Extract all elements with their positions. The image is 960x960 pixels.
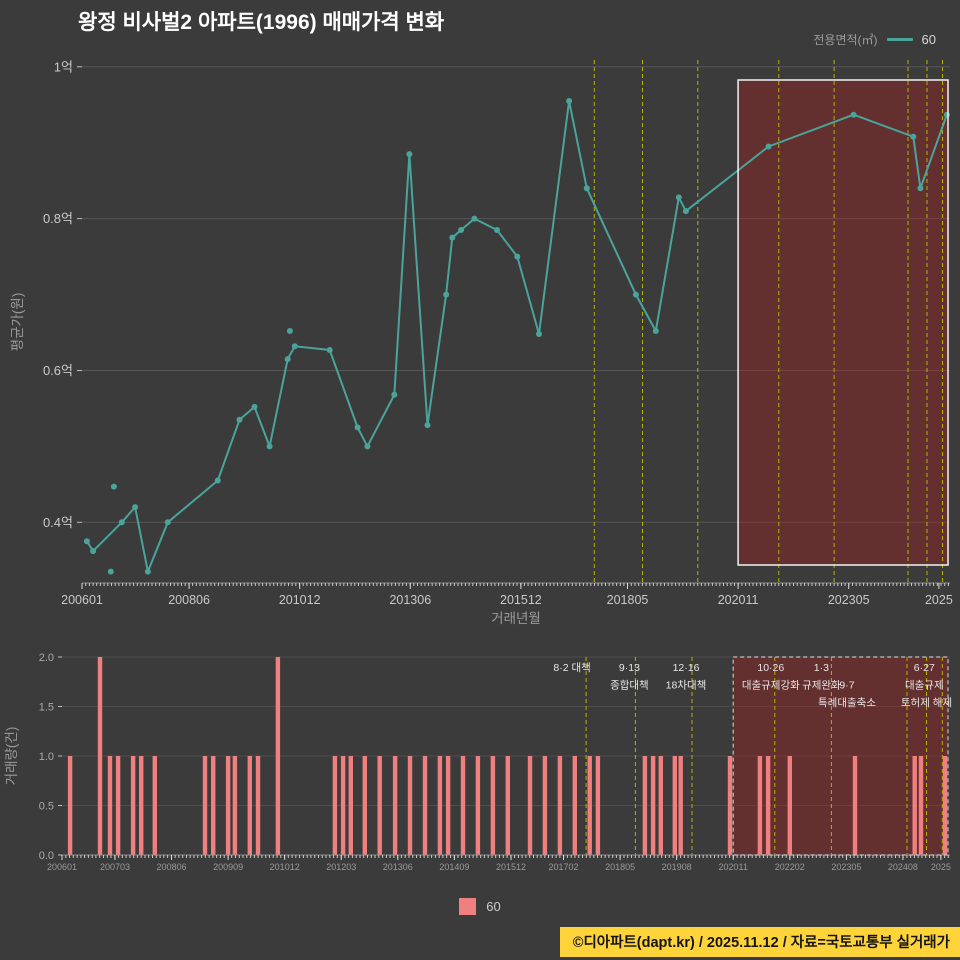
svg-text:대출규제: 대출규제 <box>905 680 944 692</box>
x-tick-label: 200909 <box>213 862 243 872</box>
x-tick-label: 201306 <box>383 862 413 872</box>
x-tick-label: 201306 <box>389 593 431 607</box>
svg-text:9·13: 9·13 <box>619 662 640 674</box>
x-tick-label: 200601 <box>61 593 103 607</box>
svg-text:18차대책: 18차대책 <box>666 680 707 692</box>
x-tick-label: 2025 <box>925 593 953 607</box>
x-tick-label: 202011 <box>718 593 759 607</box>
svg-text:12·16: 12·16 <box>673 662 700 674</box>
y-axis-title: 거래량(건) <box>4 727 19 786</box>
regulation-highlight-border <box>732 656 949 856</box>
y-tick-label: 1.0 <box>39 751 54 763</box>
x-tick-label: 201805 <box>605 862 635 872</box>
svg-text:종합대책: 종합대책 <box>610 680 649 692</box>
y-tick-label: 1억 <box>54 59 73 74</box>
x-tick-label: 201012 <box>270 862 300 872</box>
svg-text:토허제 해제: 토허제 해제 <box>901 696 952 709</box>
regulation-highlight-border <box>737 79 949 566</box>
regulation-highlight-region <box>738 80 948 565</box>
line-series-swatch <box>886 38 913 41</box>
bar-series-swatch <box>459 898 477 915</box>
volume-bar-chart[interactable]: 0.0 0.5 1.0 1.5 2.0 200601 200703 200806 200909 2… <box>0 630 960 880</box>
y-axis-title: 평균가(원) <box>10 293 25 352</box>
x-tick-label: 201702 <box>548 862 578 872</box>
policy-annotations: 8·2 대책 9·13 종합대책 12·16 18차대책 10·26 대출규제강화 1·3 규제… <box>553 662 952 709</box>
x-tick-label: 201012 <box>279 593 321 607</box>
x-tick-label: 201512 <box>500 593 542 607</box>
x-tick-label: 202408 <box>888 862 918 872</box>
x-tick-label: 202011 <box>719 862 748 872</box>
svg-text:1·3: 1·3 <box>814 662 829 674</box>
y-tick-label: 0.8억 <box>43 211 73 226</box>
x-tick-label: 201805 <box>607 593 649 607</box>
svg-text:특례대출축소: 특례대출축소 <box>818 697 876 709</box>
x-tick-label: 200806 <box>156 862 186 872</box>
y-tick-label: 1.5 <box>39 702 54 714</box>
svg-text:9·7: 9·7 <box>839 680 854 692</box>
page-title: 왕정 비사벌2 아파트(1996) 매매가격 변화 <box>78 11 445 34</box>
x-tick-label: 201908 <box>662 862 692 872</box>
series-legend-label: 60 <box>486 899 501 914</box>
y-tick-label: 0.5 <box>39 801 54 813</box>
x-tick-label: 202305 <box>828 593 870 607</box>
x-tick-label: 200703 <box>100 862 130 872</box>
svg-text:6·27: 6·27 <box>914 662 935 674</box>
x-tick-label: 202305 <box>831 862 861 872</box>
svg-text:규제완화: 규제완화 <box>802 679 841 692</box>
y-tick-label: 0.6억 <box>43 363 73 378</box>
svg-text:대출규제강화: 대출규제강화 <box>742 680 800 692</box>
x-tick-label: 2025 <box>931 862 951 872</box>
x-tick-label: 200806 <box>168 593 210 607</box>
price-plot-area: 0.4억 0.6억 0.8억 1억 200601 200806 201012 201306 20… <box>10 59 953 626</box>
area-legend-label: 전용면적(㎡) <box>813 33 878 47</box>
volume-plot-area: 0.0 0.5 1.0 1.5 2.0 200601 200703 200806 200909 2… <box>4 652 952 872</box>
volume-bars[interactable] <box>67 657 948 855</box>
x-tick-label: 201512 <box>496 862 526 872</box>
x-axis-title: 거래년월 <box>491 611 541 626</box>
x-tick-label: 201203 <box>326 862 356 872</box>
area-legend[interactable]: 전용면적(㎡) 60 <box>813 31 936 48</box>
series-legend[interactable]: 60 <box>0 898 960 915</box>
area-legend-value: 60 <box>921 32 936 47</box>
price-line-chart[interactable]: 0.4억 0.6억 0.8억 1억 200601 200806 201012 201306 20… <box>0 0 960 630</box>
x-tick-label: 202202 <box>775 862 805 872</box>
svg-text:8·2 대책: 8·2 대책 <box>553 662 590 674</box>
month-tick-comb <box>81 583 949 586</box>
x-tick-label: 201409 <box>439 862 469 872</box>
svg-text:10·26: 10·26 <box>757 662 784 674</box>
y-tick-label: 2.0 <box>39 652 54 664</box>
y-tick-label: 0.0 <box>39 850 54 862</box>
x-tick-label: 200601 <box>47 862 77 872</box>
y-tick-label: 0.4억 <box>43 515 73 530</box>
footer-credit: ©디아파트(dapt.kr) / 2025.11.12 / 자료=국토교통부 실… <box>559 927 960 957</box>
